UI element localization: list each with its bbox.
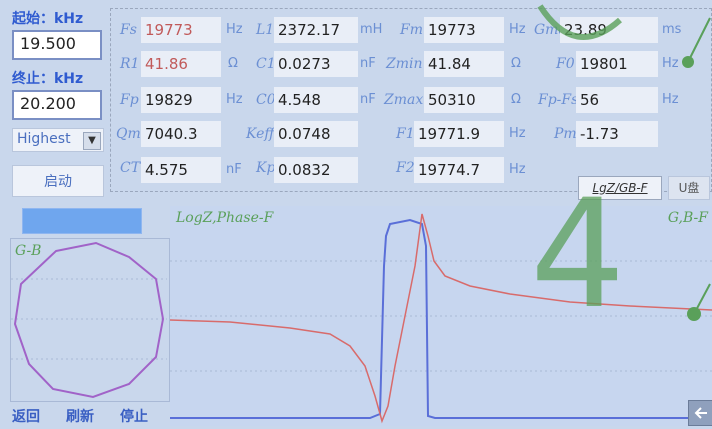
gb-circle bbox=[13, 241, 165, 399]
plot-left-label: LogZ,Phase-F bbox=[176, 210, 274, 226]
param-name-c0: C0 bbox=[256, 92, 276, 108]
param-name-l1: L1 bbox=[256, 22, 275, 38]
param-value-pm: -1.73 bbox=[576, 121, 658, 147]
param-value-fp-fs: 56 bbox=[576, 87, 658, 113]
refresh-button[interactable]: 刷新 bbox=[66, 409, 94, 425]
progress-bar bbox=[22, 208, 142, 234]
mode-select-value: Highest bbox=[17, 131, 71, 147]
param-name-ct: CT bbox=[120, 160, 141, 176]
back-button[interactable]: 返回 bbox=[12, 409, 40, 425]
param-unit-fm: Hz bbox=[509, 22, 526, 37]
start-button[interactable]: 启动 bbox=[12, 165, 104, 197]
param-unit-fp: Hz bbox=[226, 92, 243, 107]
param-value-c1: 0.0273 bbox=[274, 51, 358, 77]
param-unit-c1: nF bbox=[360, 56, 376, 71]
param-name-f0: F0 bbox=[556, 56, 575, 72]
param-value-fm: 19773 bbox=[424, 17, 504, 43]
chevron-down-icon[interactable]: ▼ bbox=[83, 132, 101, 150]
param-value-c0: 4.548 bbox=[274, 87, 358, 113]
param-unit-fp-fs: Hz bbox=[662, 92, 679, 107]
overlay-digit-four: 4 bbox=[530, 168, 626, 342]
param-value-qm: 7040.3 bbox=[141, 121, 221, 147]
mode-select[interactable]: Highest ▼ bbox=[12, 128, 104, 152]
param-name-fp-fs: Fp-Fs bbox=[538, 92, 579, 108]
param-name-kp: Kp bbox=[256, 160, 276, 176]
param-value-kp: 0.0832 bbox=[274, 157, 358, 183]
param-unit-r1: Ω bbox=[228, 56, 238, 71]
param-value-zmax: 50310 bbox=[424, 87, 504, 113]
param-unit-zmax: Ω bbox=[511, 92, 521, 107]
param-name-pm: Pm bbox=[554, 126, 577, 142]
param-value-fs: 19773 bbox=[141, 17, 221, 43]
param-name-fm: Fm bbox=[400, 22, 423, 38]
gb-plot-svg bbox=[11, 241, 167, 399]
param-name-fs: Fs bbox=[120, 22, 137, 38]
param-name-r1: R1 bbox=[120, 56, 140, 72]
param-unit-ct: nF bbox=[226, 162, 242, 177]
param-name-c1: C1 bbox=[256, 56, 276, 72]
param-name-zmax: Zmax bbox=[384, 92, 424, 108]
param-name-zmin: Zmin bbox=[386, 56, 423, 72]
overlay-arc bbox=[537, 4, 711, 68]
param-name-f2: F2 bbox=[396, 160, 415, 176]
overlay-marker bbox=[687, 283, 711, 321]
param-value-f2: 19774.7 bbox=[414, 157, 504, 183]
plot-right-label: G,B-F bbox=[667, 210, 708, 226]
param-value-f1: 19771.9 bbox=[414, 121, 504, 147]
param-unit-f0: Hz bbox=[662, 56, 679, 71]
end-freq-label: 终止：kHz bbox=[12, 71, 84, 87]
param-name-f1: F1 bbox=[396, 126, 415, 142]
param-unit-f2: Hz bbox=[509, 162, 526, 177]
param-unit-gmax: ms bbox=[662, 22, 682, 37]
param-unit-l1: mH bbox=[360, 22, 383, 37]
param-name-fp: Fp bbox=[120, 92, 139, 108]
param-value-zmin: 41.84 bbox=[424, 51, 504, 77]
param-unit-f1: Hz bbox=[509, 126, 526, 141]
tab-usb[interactable]: U盘 bbox=[668, 176, 710, 200]
stop-button[interactable]: 停止 bbox=[120, 409, 148, 425]
start-freq-label: 起始：kHz bbox=[12, 11, 84, 27]
phase-curve bbox=[170, 218, 712, 419]
param-value-l1: 2372.17 bbox=[274, 17, 358, 43]
param-name-qm: Qm bbox=[116, 126, 141, 142]
param-unit-zmin: Ω bbox=[511, 56, 521, 71]
param-value-keff: 0.0748 bbox=[274, 121, 358, 147]
param-unit-c0: nF bbox=[360, 92, 376, 107]
param-value-f0: 19801 bbox=[576, 51, 658, 77]
param-value-fp: 19829 bbox=[141, 87, 221, 113]
param-value-r1: 41.86 bbox=[141, 51, 221, 77]
param-unit-fs: Hz bbox=[226, 22, 243, 37]
arrow-left-icon[interactable] bbox=[688, 400, 712, 426]
start-freq-input[interactable]: 19.500 bbox=[12, 30, 102, 60]
tab-lgz-gb-f[interactable]: LgZ/GB-F bbox=[578, 176, 662, 200]
gb-label: G-B bbox=[15, 243, 42, 259]
end-freq-input[interactable]: 20.200 bbox=[12, 90, 102, 120]
gb-plot: G-B bbox=[10, 238, 170, 402]
param-value-ct: 4.575 bbox=[141, 157, 221, 183]
logz-curve bbox=[170, 213, 712, 424]
impedance-plot-svg bbox=[170, 213, 712, 424]
param-name-keff: Keff bbox=[246, 126, 275, 142]
impedance-plot: LogZ,Phase-F G,B-F bbox=[170, 206, 712, 426]
